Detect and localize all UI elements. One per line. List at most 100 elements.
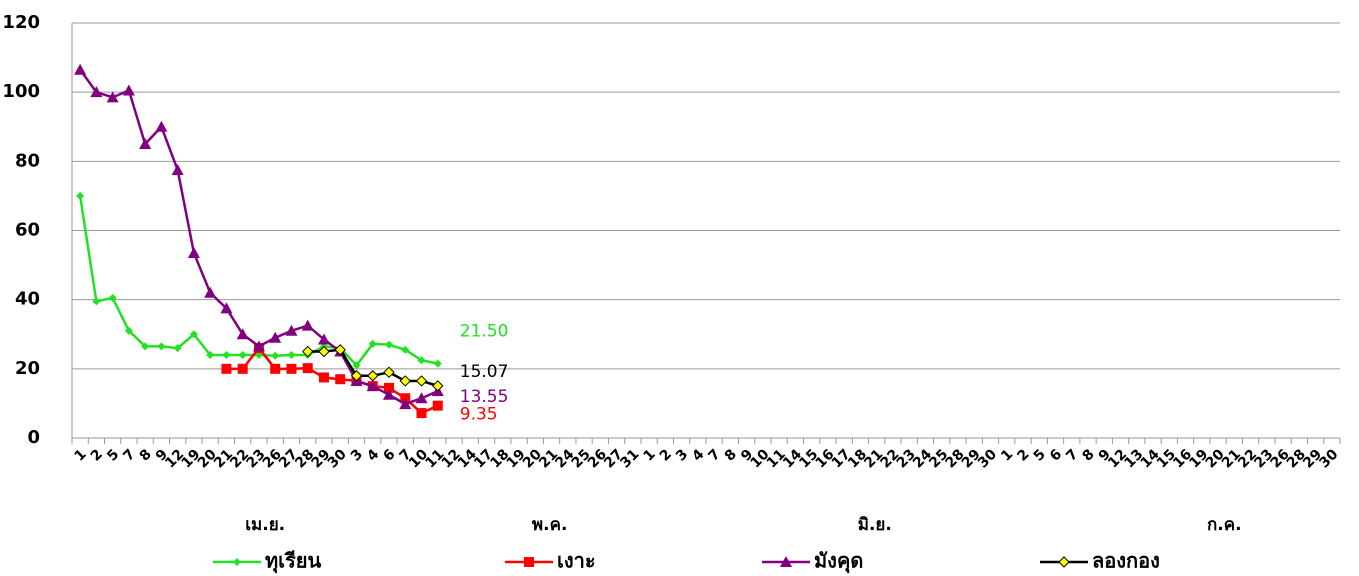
x-tick-label: 6 bbox=[1047, 446, 1065, 464]
month-label: เม.ย. bbox=[245, 515, 285, 535]
marker bbox=[238, 351, 247, 359]
y-tick-label: 80 bbox=[15, 150, 40, 171]
marker bbox=[385, 340, 393, 349]
marker bbox=[383, 388, 395, 400]
x-tick-label: 1 bbox=[998, 446, 1016, 464]
marker bbox=[399, 375, 411, 387]
series-line bbox=[78, 195, 439, 368]
marker bbox=[433, 359, 442, 368]
marker bbox=[233, 558, 241, 566]
y-tick-label: 100 bbox=[2, 81, 40, 102]
marker bbox=[171, 163, 184, 175]
x-tick-label: 1 bbox=[641, 446, 659, 464]
x-tick-label: 1 bbox=[72, 446, 90, 464]
value-label: 21.50 bbox=[460, 322, 509, 342]
marker bbox=[287, 351, 296, 359]
marker bbox=[187, 246, 200, 258]
x-tick-label: 3 bbox=[348, 446, 366, 464]
marker bbox=[302, 345, 314, 358]
y-tick-label: 20 bbox=[15, 358, 40, 379]
marker bbox=[1058, 556, 1070, 568]
marker bbox=[524, 557, 534, 567]
x-tick-label: 3 bbox=[673, 446, 691, 464]
marker bbox=[157, 342, 166, 351]
marker bbox=[189, 330, 198, 339]
marker bbox=[270, 363, 281, 374]
marker bbox=[318, 345, 330, 358]
marker bbox=[302, 363, 313, 374]
marker bbox=[780, 556, 792, 567]
x-tick-label: 7 bbox=[1063, 446, 1081, 464]
marker bbox=[106, 91, 119, 103]
value-label: 15.07 bbox=[460, 362, 509, 382]
marker bbox=[237, 363, 248, 374]
marker bbox=[335, 374, 346, 385]
marker bbox=[139, 138, 152, 150]
month-label: มิ.ย. bbox=[858, 515, 892, 535]
marker bbox=[76, 191, 85, 200]
x-tick-label: 6 bbox=[380, 446, 398, 464]
marker bbox=[269, 331, 282, 343]
marker bbox=[384, 382, 394, 393]
x-tick-label: 4 bbox=[364, 446, 382, 464]
marker bbox=[141, 342, 150, 351]
marker bbox=[155, 120, 168, 132]
month-label: พ.ค. bbox=[532, 515, 568, 535]
marker bbox=[108, 293, 117, 302]
marker bbox=[286, 363, 297, 374]
y-tick-label: 60 bbox=[15, 220, 40, 241]
marker bbox=[221, 363, 232, 374]
marker bbox=[399, 398, 412, 410]
x-tick-label: 30 bbox=[325, 446, 350, 471]
marker bbox=[366, 380, 379, 392]
marker bbox=[74, 63, 87, 75]
marker bbox=[368, 339, 377, 348]
marker bbox=[92, 297, 101, 306]
x-tick-label: 2 bbox=[88, 446, 106, 464]
marker bbox=[90, 86, 103, 98]
marker bbox=[252, 340, 265, 352]
marker bbox=[285, 324, 298, 336]
x-tick-label: 30 bbox=[1316, 446, 1341, 471]
marker bbox=[124, 326, 133, 335]
legend-label: ลองกอง bbox=[1092, 549, 1160, 573]
month-label: ก.ค. bbox=[1207, 515, 1242, 535]
marker bbox=[432, 400, 443, 411]
marker bbox=[401, 345, 410, 354]
x-tick-label: 2 bbox=[1014, 446, 1032, 464]
legend-label: เงาะ bbox=[557, 549, 596, 573]
x-tick-label: 5 bbox=[104, 446, 122, 464]
x-tick-label: 7 bbox=[120, 446, 138, 464]
marker bbox=[206, 351, 215, 359]
marker bbox=[271, 351, 280, 360]
y-tick-label: 40 bbox=[15, 289, 40, 310]
marker bbox=[415, 392, 428, 404]
marker bbox=[432, 380, 444, 392]
x-tick-label: 7 bbox=[706, 446, 724, 464]
marker bbox=[204, 286, 217, 298]
x-tick-label: 30 bbox=[975, 446, 1000, 471]
y-tick-label: 120 bbox=[2, 12, 40, 33]
marker bbox=[301, 319, 314, 331]
x-tick-label: 8 bbox=[137, 446, 155, 464]
legend-label: มังคุด bbox=[814, 549, 863, 574]
marker bbox=[236, 328, 249, 340]
x-tick-label: 2 bbox=[657, 446, 675, 464]
value-label: 9.35 bbox=[460, 405, 498, 425]
x-tick-label: 31 bbox=[617, 446, 642, 471]
marker bbox=[173, 344, 182, 353]
marker bbox=[220, 302, 233, 314]
x-tick-label: 5 bbox=[1031, 446, 1049, 464]
marker bbox=[352, 361, 361, 370]
marker bbox=[222, 351, 231, 359]
marker bbox=[318, 372, 329, 383]
marker bbox=[415, 375, 428, 387]
marker bbox=[317, 333, 330, 345]
marker bbox=[367, 370, 379, 382]
marker bbox=[334, 344, 346, 356]
legend-label: ทุเรียน bbox=[265, 549, 321, 574]
marker bbox=[350, 370, 363, 382]
y-tick-label: 0 bbox=[27, 427, 40, 448]
marker bbox=[417, 356, 426, 365]
